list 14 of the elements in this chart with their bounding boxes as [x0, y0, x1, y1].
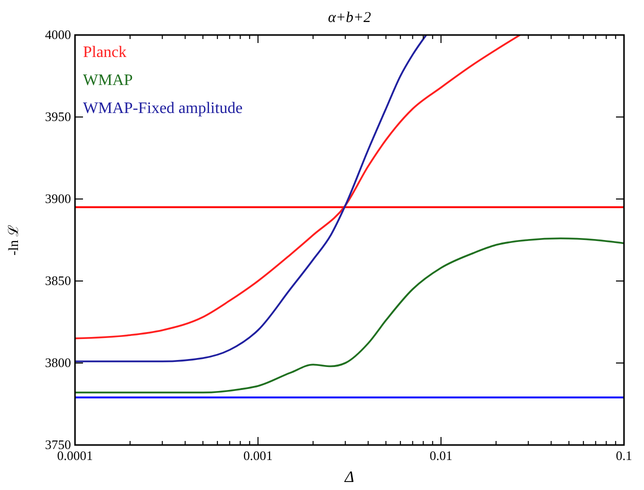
x-tick-label: 0.001: [243, 448, 273, 463]
chart-title: α+b+2: [328, 10, 372, 26]
y-axis-title: -ln ℒ: [7, 224, 22, 256]
x-axis-title: Δ: [344, 469, 354, 486]
text: Planck: [83, 44, 127, 61]
x-tick-label: 0.1: [616, 448, 632, 463]
text: WMAP: [83, 72, 133, 89]
x-tick-label: 0.01: [430, 448, 452, 463]
text: WMAP-Fixed amplitude: [83, 100, 243, 117]
y-tick-label: 3950: [45, 109, 71, 124]
y-tick-label: 3900: [45, 191, 71, 206]
y-tick-label: 4000: [45, 27, 71, 42]
y-tick-label: 3800: [45, 355, 71, 370]
y-tick-label: 3850: [45, 273, 71, 288]
